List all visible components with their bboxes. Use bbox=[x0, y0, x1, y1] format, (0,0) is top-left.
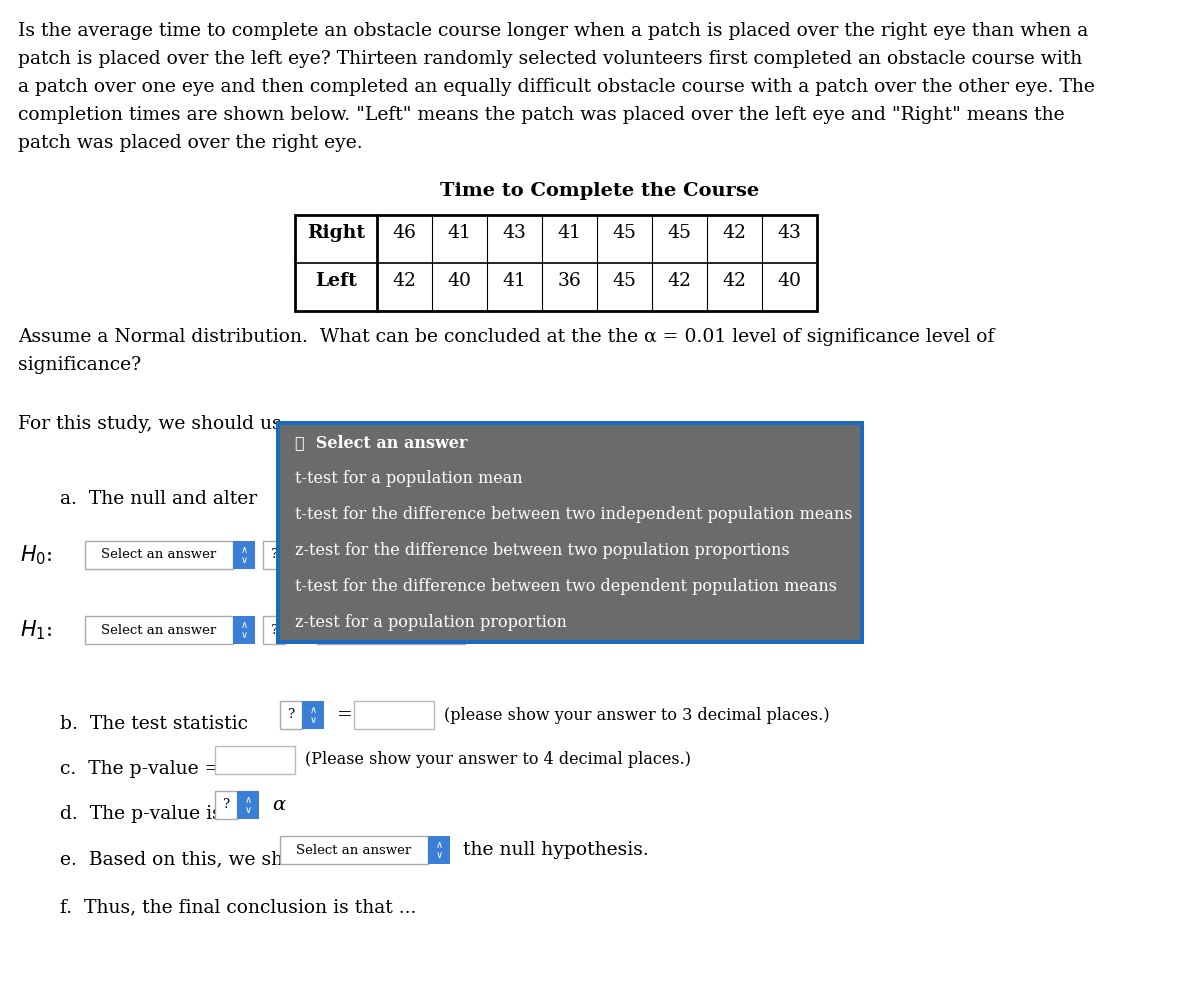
Text: ∧
∨: ∧ ∨ bbox=[473, 621, 480, 640]
Text: Assume a Normal distribution.  What can be concluded at the the α = 0.01 level o: Assume a Normal distribution. What can b… bbox=[18, 328, 995, 346]
Bar bbox=[215, 791, 238, 819]
Bar bbox=[263, 541, 286, 569]
Text: ∧
∨: ∧ ∨ bbox=[240, 545, 247, 565]
Text: 42: 42 bbox=[392, 272, 416, 290]
Text: 36: 36 bbox=[558, 272, 581, 290]
Text: e.  Based on this, we should: e. Based on this, we should bbox=[60, 850, 324, 868]
Text: (Please show your answer to 4 decimal places.): (Please show your answer to 4 decimal pl… bbox=[305, 751, 691, 768]
Text: 41: 41 bbox=[448, 224, 472, 242]
Text: Select an answer: Select an answer bbox=[101, 549, 217, 562]
Text: 42: 42 bbox=[722, 224, 746, 242]
Text: 45: 45 bbox=[612, 272, 636, 290]
Text: Select an answer: Select an answer bbox=[334, 624, 449, 637]
Text: 43: 43 bbox=[503, 224, 527, 242]
Bar bbox=[280, 836, 428, 864]
Text: ∧
∨: ∧ ∨ bbox=[310, 706, 317, 725]
Text: 45: 45 bbox=[667, 224, 691, 242]
Text: completion times are shown below. "Left" means the patch was placed over the lef: completion times are shown below. "Left"… bbox=[18, 106, 1064, 124]
Text: For this study, we should us: For this study, we should us bbox=[18, 415, 282, 433]
Bar bbox=[354, 701, 434, 729]
Bar bbox=[215, 746, 295, 774]
Text: ∧
∨: ∧ ∨ bbox=[240, 621, 247, 640]
Text: a.  The null and alter: a. The null and alter bbox=[60, 490, 257, 508]
Bar bbox=[233, 541, 256, 569]
Bar bbox=[466, 541, 487, 569]
Text: (please enter a decimal): (please enter a decimal) bbox=[500, 547, 697, 564]
Bar bbox=[317, 616, 466, 644]
Text: α: α bbox=[272, 796, 286, 814]
Text: t-test for a population mean: t-test for a population mean bbox=[295, 470, 523, 487]
Text: ?: ? bbox=[288, 709, 294, 722]
Text: 40: 40 bbox=[778, 272, 802, 290]
Text: ✓  Select an answer: ✓ Select an answer bbox=[295, 434, 467, 451]
Text: c.  The p-value =: c. The p-value = bbox=[60, 760, 221, 778]
Text: 41: 41 bbox=[503, 272, 527, 290]
Bar bbox=[85, 541, 233, 569]
Text: ?: ? bbox=[270, 549, 277, 562]
Text: (Please enter a decimal): (Please enter a decimal) bbox=[500, 622, 697, 639]
Text: 46: 46 bbox=[392, 224, 416, 242]
Bar bbox=[317, 541, 466, 569]
Text: 45: 45 bbox=[612, 224, 636, 242]
Text: Right: Right bbox=[307, 224, 365, 242]
Text: (please show your answer to 3 decimal places.): (please show your answer to 3 decimal pl… bbox=[444, 707, 829, 724]
Text: $H_1$:: $H_1$: bbox=[20, 618, 53, 642]
Text: z-test for the difference between two population proportions: z-test for the difference between two po… bbox=[295, 542, 790, 559]
Text: Select an answer: Select an answer bbox=[334, 549, 449, 562]
Text: =: = bbox=[337, 706, 353, 724]
Text: significance?: significance? bbox=[18, 356, 142, 374]
Text: 41: 41 bbox=[558, 224, 582, 242]
Text: t-test for the difference between two independent population means: t-test for the difference between two in… bbox=[295, 506, 852, 523]
Bar bbox=[302, 701, 324, 729]
Text: 42: 42 bbox=[667, 272, 691, 290]
Bar bbox=[286, 616, 307, 644]
Text: 43: 43 bbox=[778, 224, 802, 242]
Text: d.  The p-value is: d. The p-value is bbox=[60, 805, 222, 823]
Bar bbox=[286, 541, 307, 569]
Text: Is the average time to complete an obstacle course longer when a patch is placed: Is the average time to complete an obsta… bbox=[18, 22, 1088, 40]
Text: a patch over one eye and then completed an equally difficult obstacle course wit: a patch over one eye and then completed … bbox=[18, 78, 1094, 96]
Text: patch is placed over the left eye? Thirteen randomly selected volunteers first c: patch is placed over the left eye? Thirt… bbox=[18, 50, 1082, 68]
Text: b.  The test statistic: b. The test statistic bbox=[60, 715, 248, 733]
Text: $H_0$:: $H_0$: bbox=[20, 543, 53, 567]
Text: patch was placed over the right eye.: patch was placed over the right eye. bbox=[18, 134, 362, 152]
Bar bbox=[233, 616, 256, 644]
Text: ∧
∨: ∧ ∨ bbox=[293, 545, 300, 565]
Text: Select an answer: Select an answer bbox=[296, 843, 412, 856]
Text: Time to Complete the Course: Time to Complete the Course bbox=[440, 182, 760, 200]
Text: z-test for a population proportion: z-test for a population proportion bbox=[295, 614, 566, 631]
Text: Left: Left bbox=[316, 272, 356, 290]
Text: ∧
∨: ∧ ∨ bbox=[473, 545, 480, 565]
Text: t-test for the difference between two dependent population means: t-test for the difference between two de… bbox=[295, 578, 838, 595]
Text: ∧
∨: ∧ ∨ bbox=[293, 621, 300, 640]
Bar bbox=[280, 701, 302, 729]
Bar bbox=[466, 616, 487, 644]
Bar bbox=[85, 616, 233, 644]
Bar bbox=[428, 836, 450, 864]
Text: ∧
∨: ∧ ∨ bbox=[436, 840, 443, 859]
Text: f.  Thus, the final conclusion is that ...: f. Thus, the final conclusion is that ..… bbox=[60, 898, 416, 916]
Bar bbox=[280, 425, 860, 640]
Bar bbox=[263, 616, 286, 644]
Bar bbox=[295, 215, 817, 311]
Text: 42: 42 bbox=[722, 272, 746, 290]
Text: 40: 40 bbox=[448, 272, 472, 290]
Bar bbox=[238, 791, 259, 819]
Text: ?: ? bbox=[270, 624, 277, 637]
Bar bbox=[276, 421, 864, 644]
Text: ?: ? bbox=[222, 798, 229, 811]
Text: the null hypothesis.: the null hypothesis. bbox=[463, 841, 649, 859]
Text: ∧
∨: ∧ ∨ bbox=[245, 795, 252, 814]
Text: Select an answer: Select an answer bbox=[101, 624, 217, 637]
